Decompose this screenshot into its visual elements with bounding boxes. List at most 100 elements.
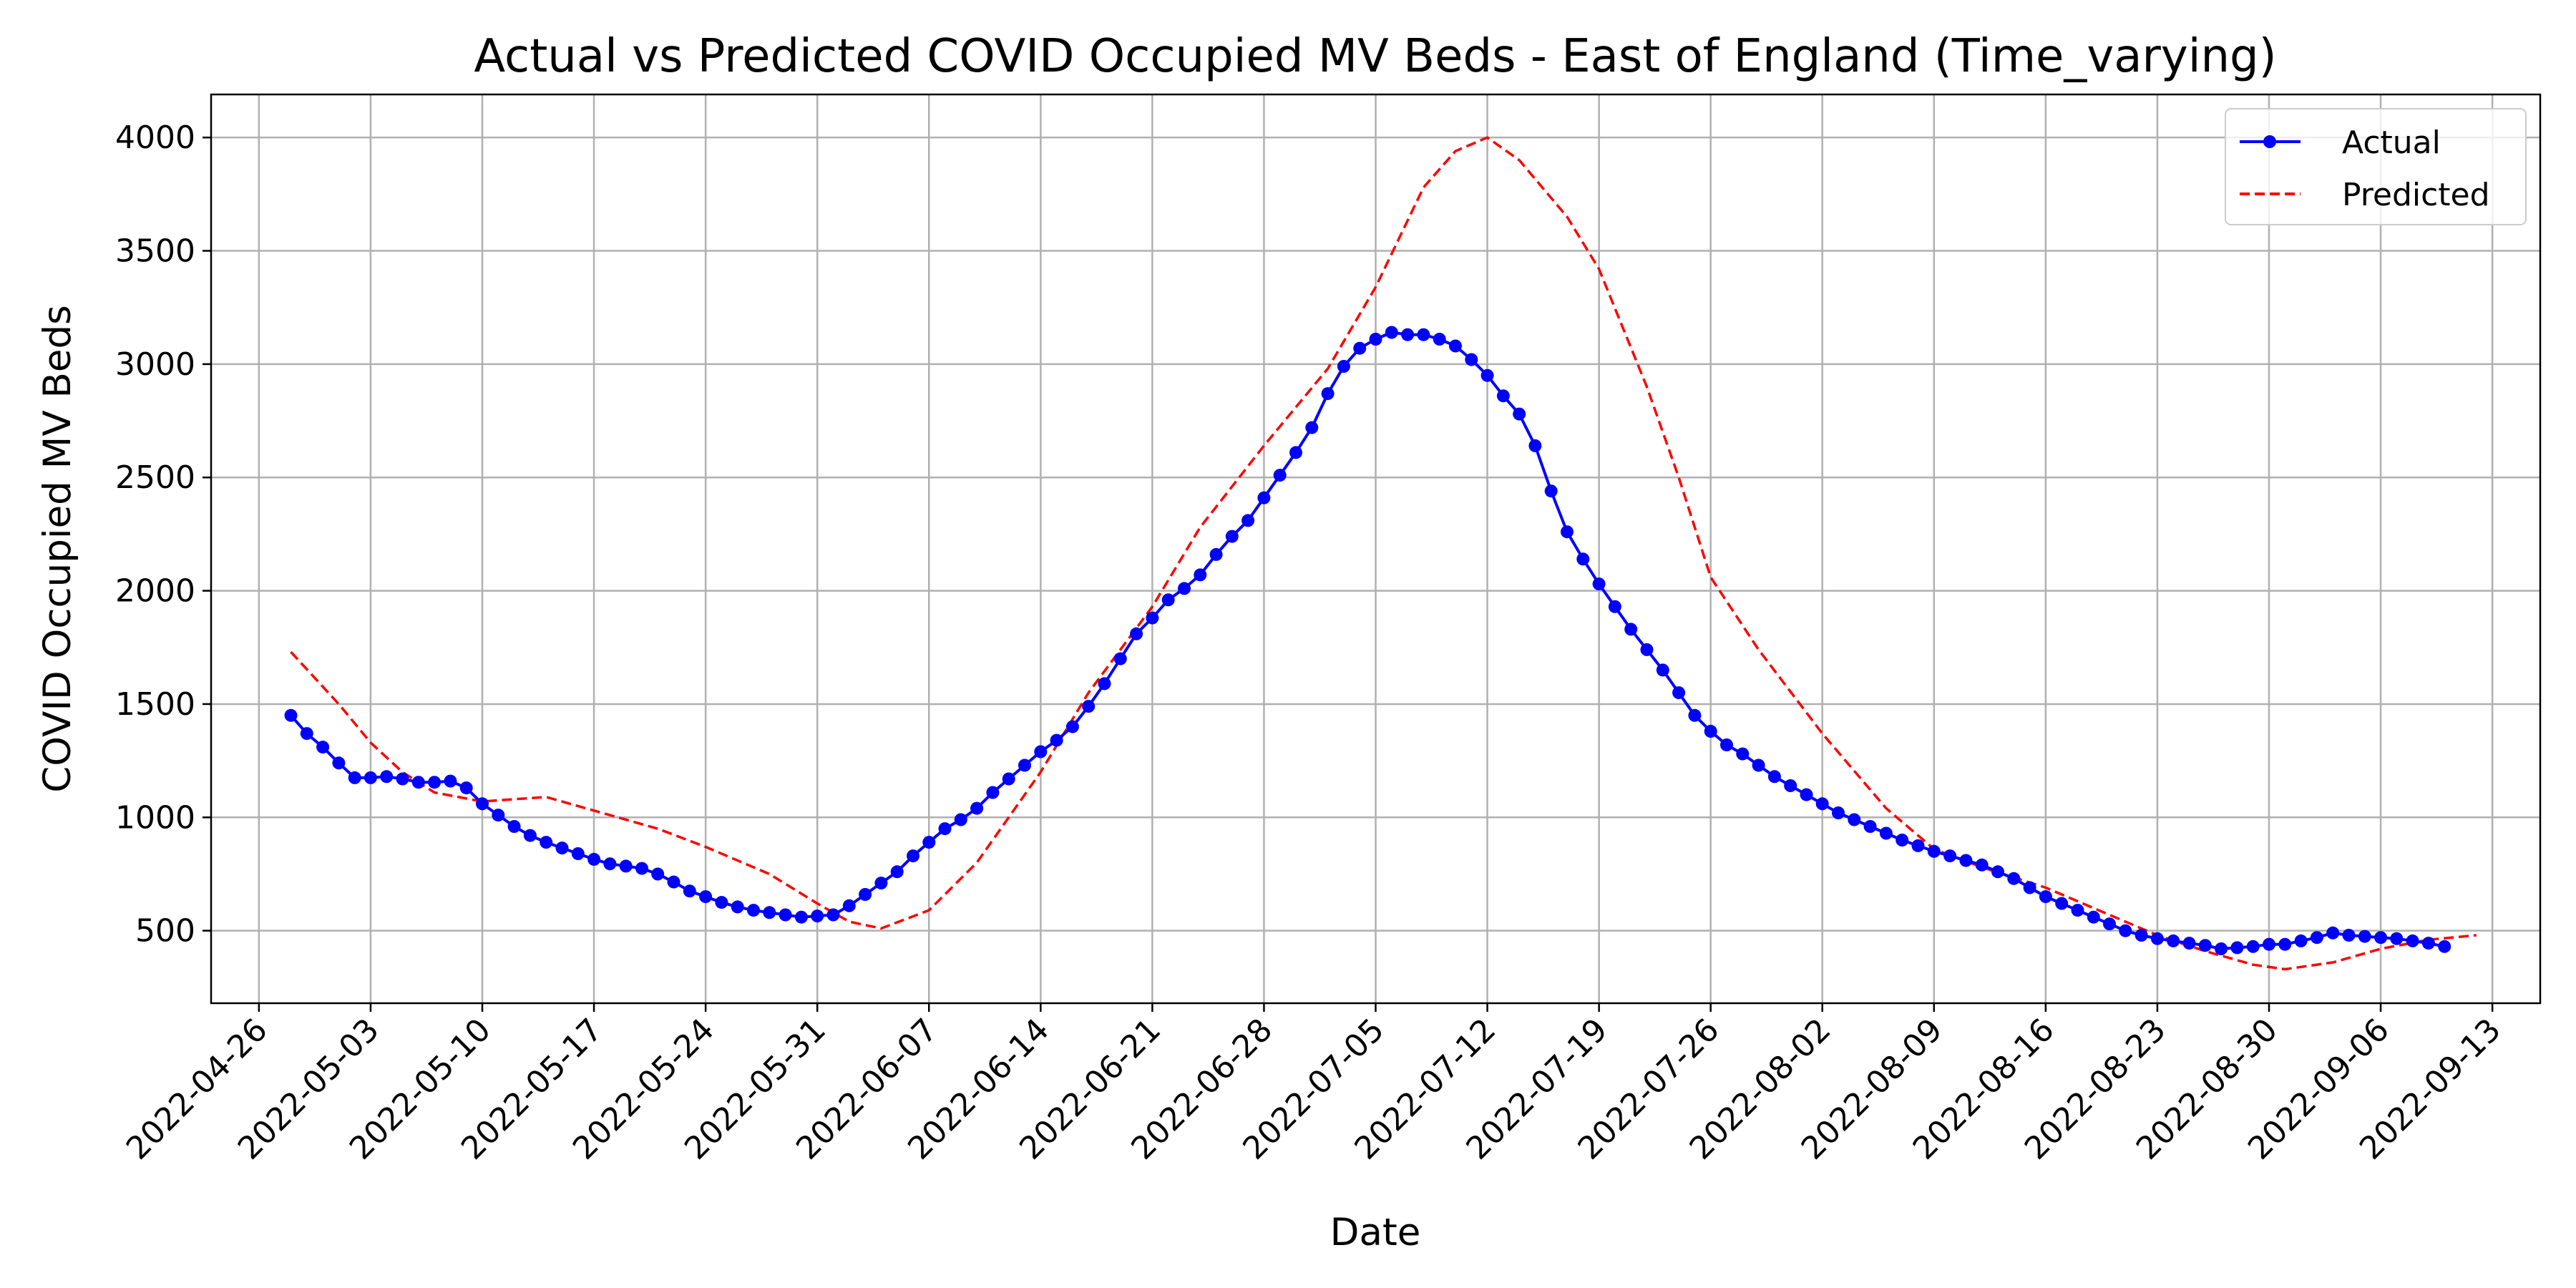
actual-point — [1401, 328, 1415, 341]
actual-point — [396, 772, 409, 786]
actual-point — [284, 708, 298, 722]
actual-point — [1496, 389, 1510, 403]
actual-point — [619, 859, 633, 873]
actual-point — [1146, 611, 1159, 625]
actual-point — [1194, 568, 1207, 582]
actual-point — [1704, 725, 1717, 738]
actual-point — [1417, 328, 1430, 341]
actual-point — [1480, 369, 1494, 382]
actual-point — [2087, 910, 2100, 924]
actual-point — [1927, 844, 1941, 858]
actual-point — [332, 756, 346, 770]
chart-title: Actual vs Predicted COVID Occupied MV Be… — [474, 30, 2276, 83]
y-tick-label: 2000 — [115, 573, 195, 610]
actual-point — [667, 875, 680, 889]
y-tick-label: 500 — [135, 913, 195, 950]
actual-point — [444, 774, 457, 788]
actual-point — [1065, 720, 1079, 733]
legend-box — [2225, 108, 2527, 225]
actual-point — [954, 813, 967, 826]
actual-point — [587, 852, 601, 866]
actual-point — [2135, 929, 2148, 942]
actual-point — [2023, 881, 2036, 894]
actual-point — [1544, 484, 1558, 498]
actual-point — [1257, 491, 1271, 504]
actual-point — [1050, 733, 1063, 747]
actual-point — [986, 786, 1000, 799]
actual-point — [2358, 930, 2371, 943]
actual-point — [699, 890, 713, 904]
actual-point — [1113, 652, 1127, 665]
actual-point — [2310, 931, 2323, 945]
actual-point — [651, 867, 665, 881]
actual-point — [1241, 514, 1255, 527]
actual-point — [779, 908, 792, 922]
actual-point — [1385, 326, 1398, 339]
actual-point — [2119, 924, 2132, 937]
actual-point — [2278, 937, 2292, 951]
actual-point — [523, 829, 537, 842]
actual-point — [2039, 890, 2052, 904]
actual-point — [507, 820, 521, 833]
actual-point — [1959, 854, 1973, 867]
actual-point — [826, 908, 840, 922]
actual-point — [316, 741, 330, 754]
actual-point — [1465, 353, 1478, 366]
actual-point — [2230, 941, 2244, 955]
actual-line — [289, 331, 2445, 950]
actual-point — [1034, 745, 1048, 758]
actual-point — [1896, 834, 1909, 847]
y-tick-label: 2500 — [115, 459, 195, 496]
actual-point — [1289, 446, 1302, 459]
actual-point — [571, 847, 585, 860]
actual-point — [907, 849, 919, 863]
actual-point — [2390, 932, 2404, 945]
actual-point — [380, 770, 394, 784]
y-tick-label: 4000 — [115, 119, 195, 156]
actual-point — [1592, 577, 1606, 591]
actual-point — [1082, 700, 1096, 713]
actual-point — [715, 896, 728, 909]
actual-point — [1815, 797, 1829, 811]
legend-actual-label: Actual — [2342, 125, 2441, 161]
actual-point — [2438, 940, 2451, 953]
actual-point — [2263, 937, 2275, 951]
actual-point — [1209, 547, 1223, 561]
actual-point — [428, 776, 441, 789]
actual-point — [1848, 813, 1861, 826]
grid — [211, 94, 2540, 1003]
legend: Actual Predicted — [2225, 108, 2527, 225]
actual-point — [2374, 931, 2388, 945]
actual-point — [1879, 826, 1893, 840]
actual-point — [540, 836, 553, 849]
actual-point — [1225, 530, 1239, 543]
actual-point — [2071, 904, 2084, 917]
actual-point — [1353, 341, 1367, 355]
actual-point — [348, 771, 361, 784]
actual-point — [763, 906, 776, 919]
actual-point — [842, 899, 856, 912]
actual-point — [1321, 387, 1335, 401]
actual-point — [1832, 806, 1845, 819]
actual-point — [2198, 939, 2212, 952]
actual-point — [1449, 339, 1462, 353]
actual-point — [794, 910, 808, 924]
actual-point — [1656, 663, 1669, 677]
predicted-line — [290, 136, 2477, 971]
actual-point — [2326, 926, 2340, 940]
actual-point — [1672, 686, 1686, 700]
actual-point — [1305, 421, 1319, 434]
actual-point — [1784, 779, 1797, 792]
actual-point — [300, 727, 313, 741]
actual-point — [1943, 849, 1957, 863]
legend-actual-marker — [2263, 135, 2276, 148]
actual-point — [603, 857, 617, 871]
actual-point — [2007, 872, 2021, 885]
actual-point — [731, 900, 744, 914]
actual-point — [492, 809, 505, 822]
actual-point — [1975, 858, 1989, 872]
actual-point — [1640, 643, 1654, 656]
actual-point — [1178, 582, 1191, 595]
